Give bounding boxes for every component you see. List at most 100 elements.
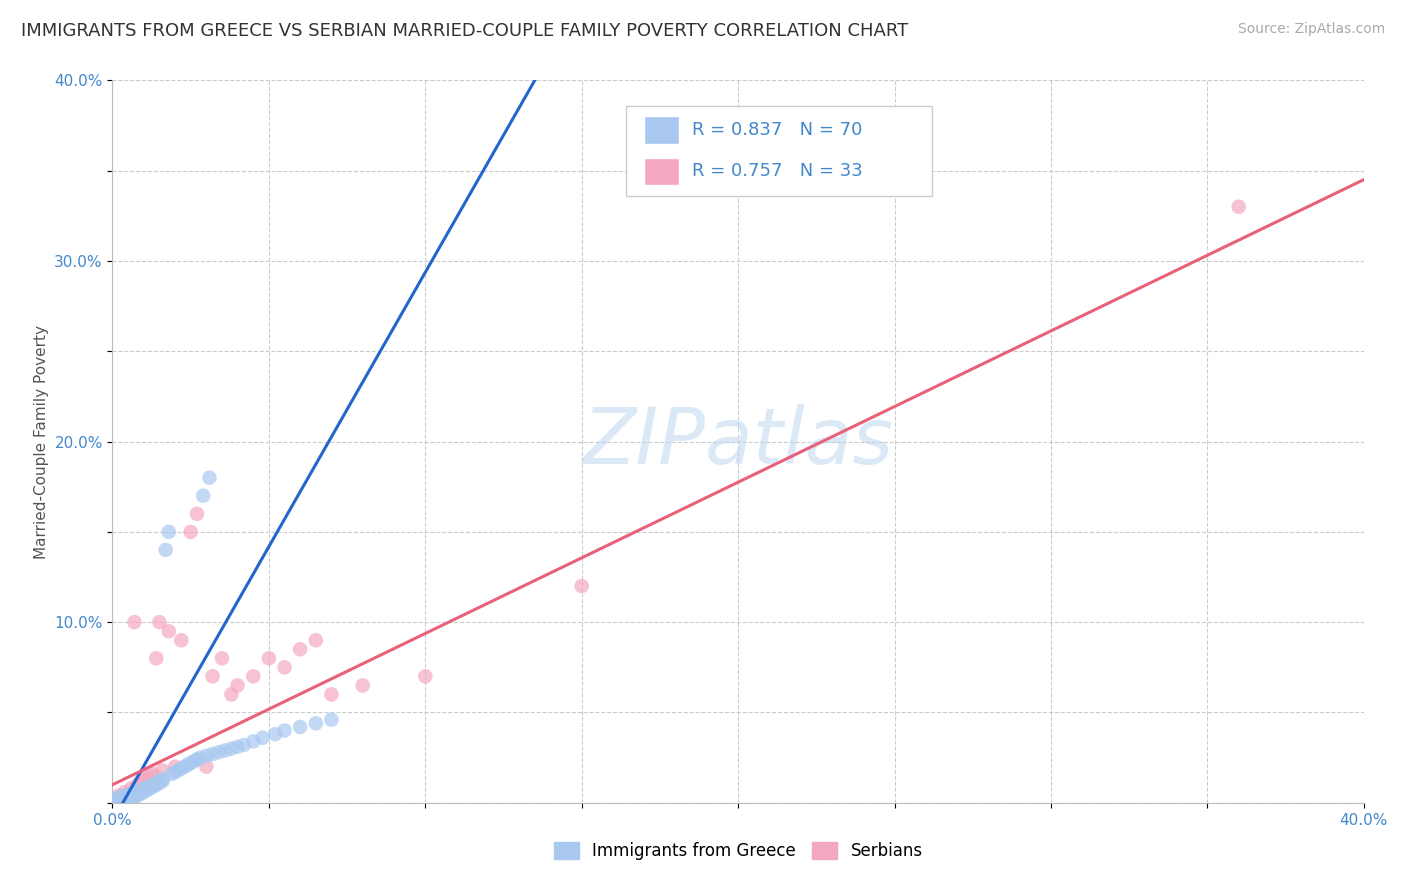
- Point: [232, 738, 254, 752]
- Point: [127, 778, 149, 792]
- Text: ZIPatlas: ZIPatlas: [582, 403, 894, 480]
- Point: [111, 794, 134, 808]
- Text: IMMIGRANTS FROM GREECE VS SERBIAN MARRIED-COUPLE FAMILY POVERTY CORRELATION CHAR: IMMIGRANTS FROM GREECE VS SERBIAN MARRIE…: [21, 22, 908, 40]
- Point: [211, 651, 233, 665]
- Point: [148, 776, 170, 790]
- Point: [290, 642, 312, 657]
- Point: [132, 785, 155, 799]
- Point: [129, 783, 152, 797]
- Point: [321, 687, 343, 701]
- Point: [415, 669, 437, 683]
- Point: [135, 783, 157, 797]
- Y-axis label: Married-Couple Family Poverty: Married-Couple Family Poverty: [34, 325, 49, 558]
- Point: [201, 669, 224, 683]
- Point: [114, 792, 136, 806]
- Text: R = 0.837   N = 70: R = 0.837 N = 70: [692, 121, 862, 139]
- FancyBboxPatch shape: [644, 116, 679, 144]
- Point: [142, 778, 165, 792]
- Text: Source: ZipAtlas.com: Source: ZipAtlas.com: [1237, 22, 1385, 37]
- Point: [120, 781, 142, 796]
- Point: [129, 787, 152, 801]
- Point: [352, 678, 374, 692]
- Point: [104, 794, 127, 808]
- Point: [226, 739, 249, 754]
- Point: [160, 767, 183, 781]
- FancyBboxPatch shape: [626, 105, 932, 196]
- Point: [152, 774, 174, 789]
- Point: [157, 624, 180, 639]
- Point: [142, 780, 165, 794]
- Point: [186, 507, 208, 521]
- Point: [111, 792, 134, 806]
- Point: [208, 745, 231, 759]
- Point: [170, 762, 193, 776]
- Point: [117, 794, 139, 808]
- Point: [114, 785, 136, 799]
- Point: [127, 787, 149, 801]
- Point: [139, 780, 162, 794]
- Point: [107, 794, 129, 808]
- Point: [124, 787, 146, 801]
- Point: [173, 760, 195, 774]
- Point: [155, 542, 177, 557]
- Point: [198, 471, 221, 485]
- Point: [163, 760, 186, 774]
- Point: [221, 741, 243, 756]
- Point: [195, 748, 218, 763]
- Point: [195, 760, 218, 774]
- Point: [132, 772, 155, 787]
- Point: [120, 787, 142, 801]
- Point: [252, 731, 274, 745]
- Point: [188, 750, 211, 764]
- Point: [264, 727, 287, 741]
- Point: [114, 790, 136, 805]
- Point: [321, 713, 343, 727]
- Point: [127, 789, 149, 803]
- Point: [132, 783, 155, 797]
- Point: [139, 781, 162, 796]
- Point: [124, 615, 146, 630]
- Point: [273, 723, 295, 738]
- Point: [129, 774, 152, 789]
- Point: [124, 789, 146, 803]
- Point: [135, 781, 157, 796]
- Point: [180, 756, 202, 770]
- Point: [290, 720, 312, 734]
- Point: [145, 776, 167, 790]
- Point: [117, 792, 139, 806]
- Point: [183, 754, 205, 768]
- Point: [193, 489, 215, 503]
- Point: [201, 747, 224, 761]
- Point: [157, 524, 180, 539]
- Point: [142, 767, 165, 781]
- Point: [111, 790, 134, 805]
- Point: [104, 792, 127, 806]
- Point: [107, 790, 129, 805]
- Point: [120, 789, 142, 803]
- Point: [148, 774, 170, 789]
- Point: [305, 716, 328, 731]
- Point: [145, 651, 167, 665]
- Text: R = 0.757   N = 33: R = 0.757 N = 33: [692, 162, 863, 180]
- Point: [124, 785, 146, 799]
- Point: [107, 789, 129, 803]
- Point: [127, 785, 149, 799]
- Point: [135, 771, 157, 785]
- Point: [145, 778, 167, 792]
- Point: [120, 792, 142, 806]
- Point: [180, 524, 202, 539]
- Point: [176, 757, 198, 772]
- Point: [163, 765, 186, 780]
- Point: [305, 633, 328, 648]
- Point: [226, 678, 249, 692]
- FancyBboxPatch shape: [644, 158, 679, 186]
- Point: [257, 651, 280, 665]
- Point: [167, 764, 190, 778]
- Legend: Immigrants from Greece, Serbians: Immigrants from Greece, Serbians: [547, 835, 929, 867]
- Point: [273, 660, 295, 674]
- Point: [221, 687, 243, 701]
- Point: [117, 790, 139, 805]
- Point: [186, 752, 208, 766]
- Point: [139, 769, 162, 783]
- Point: [117, 789, 139, 803]
